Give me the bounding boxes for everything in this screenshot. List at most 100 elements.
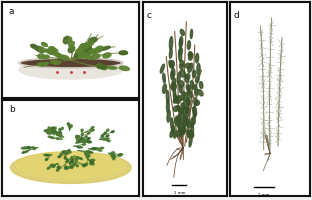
Ellipse shape [120, 52, 128, 55]
Ellipse shape [60, 153, 63, 155]
Ellipse shape [72, 160, 74, 162]
Ellipse shape [76, 165, 78, 167]
Ellipse shape [195, 101, 199, 106]
Ellipse shape [176, 117, 179, 127]
Ellipse shape [67, 159, 69, 162]
Ellipse shape [49, 48, 56, 52]
Ellipse shape [188, 54, 193, 61]
Ellipse shape [179, 85, 182, 93]
Ellipse shape [33, 47, 41, 51]
Ellipse shape [106, 135, 109, 137]
Ellipse shape [70, 166, 72, 168]
Ellipse shape [49, 50, 56, 55]
Ellipse shape [85, 47, 91, 51]
Ellipse shape [76, 49, 83, 53]
Ellipse shape [183, 103, 186, 117]
Ellipse shape [182, 125, 185, 135]
Ellipse shape [101, 136, 104, 138]
Ellipse shape [87, 133, 90, 135]
Ellipse shape [71, 159, 73, 161]
Ellipse shape [119, 154, 123, 155]
Ellipse shape [66, 161, 68, 163]
Ellipse shape [22, 148, 25, 149]
Ellipse shape [186, 107, 189, 118]
Ellipse shape [51, 137, 54, 139]
Ellipse shape [99, 150, 102, 151]
Ellipse shape [177, 106, 181, 112]
Ellipse shape [66, 152, 68, 154]
Ellipse shape [196, 54, 199, 64]
Ellipse shape [171, 83, 176, 91]
Ellipse shape [193, 108, 196, 118]
Ellipse shape [97, 66, 103, 69]
Ellipse shape [59, 166, 61, 169]
Ellipse shape [81, 133, 83, 136]
Ellipse shape [49, 47, 56, 53]
Ellipse shape [57, 133, 59, 135]
Ellipse shape [71, 47, 74, 51]
Ellipse shape [52, 129, 55, 131]
Ellipse shape [186, 85, 190, 91]
Ellipse shape [98, 66, 106, 69]
Ellipse shape [46, 155, 49, 156]
Ellipse shape [46, 158, 48, 161]
Ellipse shape [24, 147, 27, 149]
Ellipse shape [81, 44, 85, 49]
Ellipse shape [86, 156, 88, 159]
Ellipse shape [51, 131, 55, 133]
Ellipse shape [91, 161, 94, 163]
Ellipse shape [194, 98, 197, 106]
Ellipse shape [58, 156, 61, 158]
Ellipse shape [33, 148, 36, 150]
Ellipse shape [32, 147, 35, 149]
Ellipse shape [48, 136, 51, 138]
Ellipse shape [86, 42, 94, 47]
Ellipse shape [90, 161, 93, 163]
Ellipse shape [86, 151, 90, 152]
Ellipse shape [68, 38, 72, 43]
Ellipse shape [69, 42, 75, 47]
Ellipse shape [86, 152, 90, 154]
Ellipse shape [163, 74, 165, 84]
Ellipse shape [85, 51, 92, 55]
Ellipse shape [119, 52, 128, 55]
Ellipse shape [52, 50, 58, 54]
Ellipse shape [95, 49, 104, 52]
Ellipse shape [54, 127, 56, 130]
Ellipse shape [77, 147, 80, 148]
Ellipse shape [38, 55, 44, 59]
Ellipse shape [103, 139, 106, 140]
Ellipse shape [197, 64, 200, 76]
Ellipse shape [189, 130, 194, 138]
Ellipse shape [191, 123, 193, 136]
Ellipse shape [73, 164, 75, 166]
Ellipse shape [107, 67, 117, 70]
Ellipse shape [59, 132, 61, 134]
Ellipse shape [62, 151, 65, 153]
Ellipse shape [81, 138, 84, 140]
Ellipse shape [71, 166, 73, 169]
Ellipse shape [79, 45, 85, 51]
Ellipse shape [180, 37, 183, 47]
Ellipse shape [188, 64, 193, 73]
Ellipse shape [85, 46, 91, 52]
Ellipse shape [111, 156, 114, 158]
Ellipse shape [47, 50, 56, 55]
Ellipse shape [83, 164, 86, 166]
Ellipse shape [178, 115, 181, 124]
Ellipse shape [188, 91, 193, 98]
Ellipse shape [22, 59, 120, 68]
Ellipse shape [67, 152, 69, 154]
Ellipse shape [91, 159, 95, 161]
Ellipse shape [53, 132, 56, 133]
Ellipse shape [44, 130, 47, 132]
Ellipse shape [70, 125, 72, 128]
Ellipse shape [180, 30, 184, 36]
Ellipse shape [52, 165, 55, 168]
Ellipse shape [51, 165, 54, 167]
Ellipse shape [88, 142, 91, 143]
Ellipse shape [11, 152, 131, 183]
Ellipse shape [44, 50, 52, 53]
Ellipse shape [41, 43, 47, 47]
Ellipse shape [193, 115, 195, 125]
